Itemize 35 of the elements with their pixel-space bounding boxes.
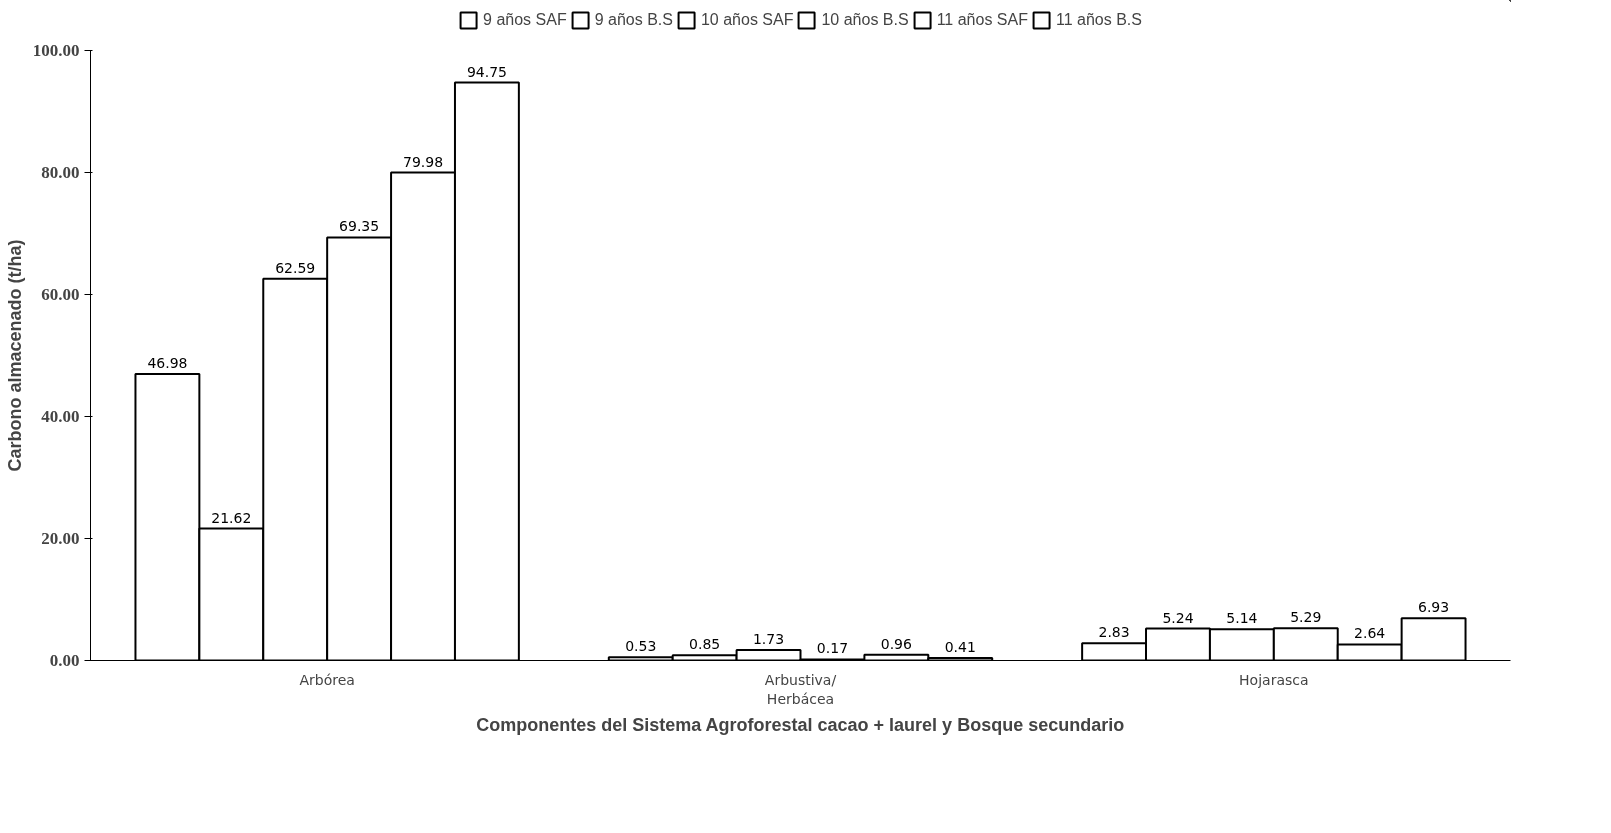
data-label: 2.83 [1098,624,1130,641]
data-label: 0.17 [816,640,849,657]
y-tick-label: 100.00 [32,41,80,60]
legend-label: 10 años B.S [821,11,909,29]
data-label: 46.98 [147,354,188,371]
y-tick-label: 20.00 [41,529,80,548]
data-label: 94.75 [466,63,507,80]
legend-label: 11 años B.S [1055,11,1142,29]
data-label: 0.53 [625,638,657,655]
legend-label: 11 años SAF [936,11,1028,29]
data-label: 0.41 [944,639,976,655]
data-label: 5.14 [1226,610,1258,627]
legend-label: 9 años SAF [483,11,567,29]
x-tick-label: Arbustiva/ Herbácea [764,671,837,707]
legend-label: 9 años B.S [594,11,673,29]
y-tick-label: 0.00 [49,651,80,670]
data-label: 5.29 [1290,609,1322,626]
x-tick-label: Arbórea [299,671,355,688]
data-label: 0.96 [880,635,913,652]
y-axis-title: Carbono almacenado (t/ha) [4,239,25,472]
y-tick-label: 60.00 [41,285,80,304]
legend-label: 10 años SAF [700,11,794,29]
data-label: 1.73 [752,630,785,647]
data-label: 5.24 [1162,609,1194,626]
data-label: 6.93 [1418,599,1450,616]
x-tick-label: Hojarasca [1239,671,1309,688]
data-label: 2.64 [1354,625,1386,642]
y-tick-label: 80.00 [41,163,80,182]
data-label: 79.98 [402,153,444,170]
data-label: 62.59 [275,259,316,276]
x-axis-title: Componentes del Sistema Agroforestal cacao + laurel y Bosque secundario [476,714,1125,735]
data-label: 21.62 [211,509,252,526]
y-tick-label: 40.00 [41,407,80,426]
data-label: 0.85 [689,636,721,653]
data-label: 69.35 [339,218,380,235]
